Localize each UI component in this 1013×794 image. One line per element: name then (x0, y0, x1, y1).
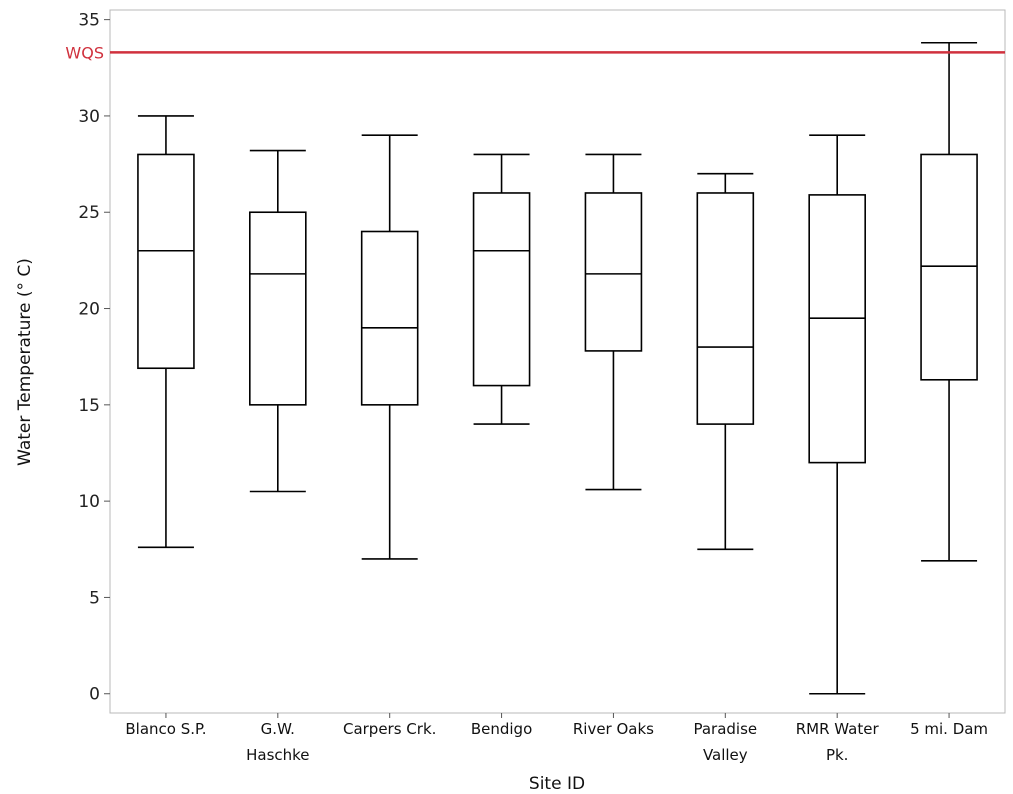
x-category-label: Bendigo (471, 720, 532, 738)
box-plot (584, 153, 643, 491)
iqr-box (584, 192, 643, 352)
y-tick-label: 20 (78, 300, 100, 320)
y-tick-label: 5 (89, 588, 100, 608)
x-category-label: Carpers Crk. (343, 720, 436, 738)
iqr-box (920, 153, 978, 381)
x-axis: Blanco S.P. G.W. Haschke Carpers Crk. Bendig… (125, 713, 988, 764)
reference-line-group: WQS (65, 43, 1005, 62)
y-tick-label: 25 (78, 203, 100, 223)
box-plot (360, 134, 419, 560)
plot-frame (109, 9, 1006, 714)
x-category-label: 5 mi. Dam (910, 720, 988, 738)
y-tick-label: 10 (78, 492, 100, 512)
x-category-label: Paradise (693, 720, 757, 738)
x-category-label: Blanco S.P. (125, 720, 206, 738)
x-category-label: G.W. (261, 720, 295, 738)
iqr-box (137, 153, 195, 370)
box-plot (249, 149, 307, 493)
box-plots (137, 41, 978, 695)
x-axis-title: Site ID (529, 774, 585, 794)
iqr-box (360, 230, 419, 406)
wqs-label: WQS (65, 43, 104, 62)
iqr-box (472, 192, 531, 387)
box-plot (920, 41, 978, 562)
y-axis: 0 5 10 15 20 25 30 35 (78, 11, 110, 705)
box-plot (808, 134, 866, 695)
box-plot (696, 172, 755, 551)
x-category-label: Pk. (826, 746, 849, 764)
box-plot (472, 153, 531, 425)
iqr-box (696, 192, 755, 425)
y-tick-label: 0 (89, 685, 100, 705)
box-plot (137, 115, 195, 549)
iqr-box (249, 211, 307, 406)
x-category-label: River Oaks (573, 720, 654, 738)
x-category-label: Haschke (246, 746, 309, 764)
iqr-box (808, 194, 866, 464)
x-category-label: RMR Water (796, 720, 880, 738)
y-tick-label: 35 (78, 11, 100, 31)
x-category-label: Valley (703, 746, 748, 764)
y-axis-title: Water Temperature (° C) (15, 258, 35, 466)
y-tick-label: 15 (78, 396, 100, 416)
y-tick-label: 30 (78, 107, 100, 127)
